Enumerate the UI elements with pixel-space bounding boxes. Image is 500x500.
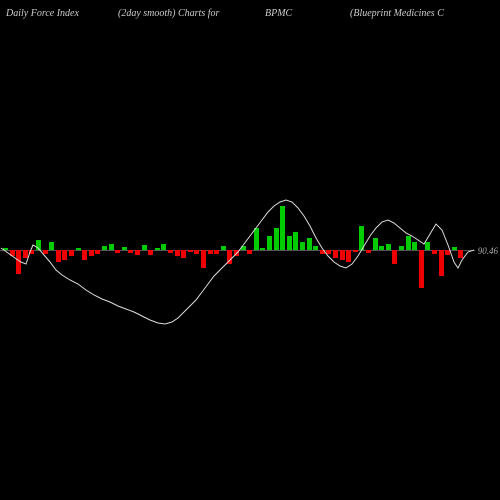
chart-header: Daily Force Index (2day smooth) Charts f… xyxy=(0,8,500,24)
price-line-layer xyxy=(0,30,475,470)
price-label: 90.46 xyxy=(478,246,498,256)
price-line xyxy=(1,200,474,324)
title-part1: Daily Force Index xyxy=(6,8,79,19)
ticker-symbol: BPMC xyxy=(265,8,292,19)
title-part3: (Blueprint Medicines C xyxy=(350,8,444,19)
force-index-chart: 90.46 xyxy=(0,30,500,470)
title-part2: (2day smooth) Charts for xyxy=(118,8,219,19)
